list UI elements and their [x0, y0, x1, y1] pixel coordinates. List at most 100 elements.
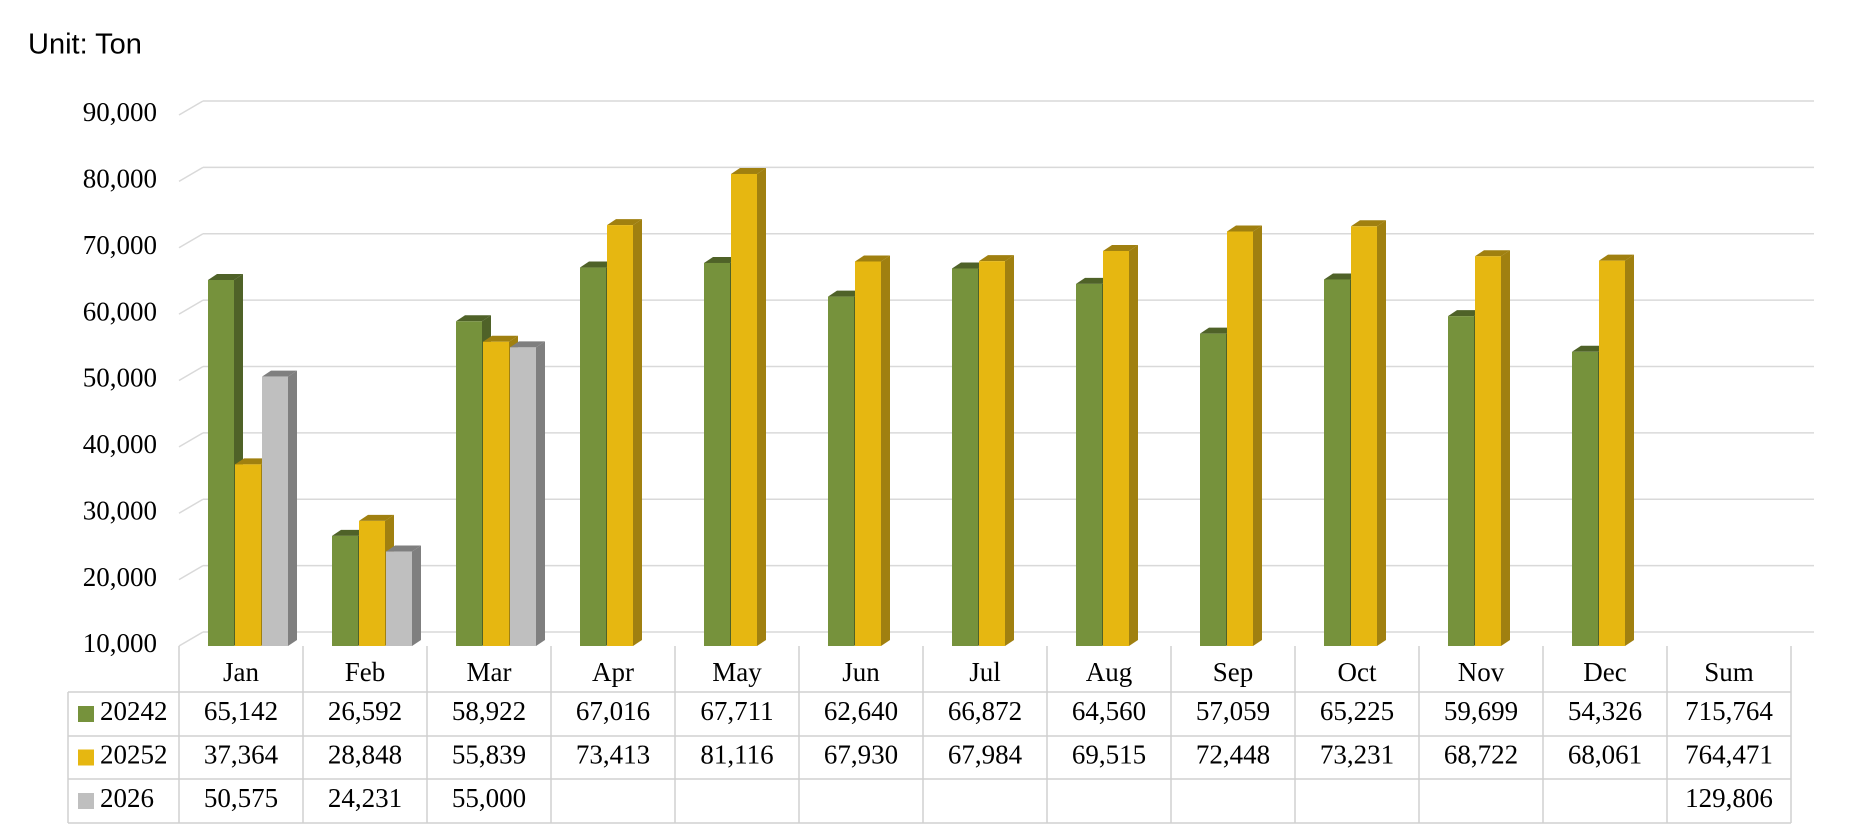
x-tick-label: May [712, 657, 762, 687]
grid-line-depth [178, 233, 204, 249]
table-cell: 37,364 [204, 740, 279, 770]
bar [262, 376, 288, 646]
table-cell: 69,515 [1072, 740, 1146, 770]
bar-top [332, 529, 367, 536]
table-cell: 64,560 [1072, 696, 1146, 726]
table-cell: 67,711 [700, 696, 773, 726]
table-cell: 28,848 [328, 740, 402, 770]
bar-top [979, 255, 1014, 262]
grid-line-depth [178, 100, 204, 116]
table-cell: 65,225 [1320, 696, 1394, 726]
bar [1324, 279, 1350, 646]
bar-top [1103, 244, 1138, 251]
bar-side [536, 341, 545, 646]
bar-side [412, 545, 421, 646]
table-cell: 55,000 [452, 783, 526, 813]
bar-side [1253, 225, 1262, 646]
bar-top [208, 273, 243, 280]
bar-top [262, 370, 297, 377]
bar-side [1129, 244, 1138, 647]
table-cell: 65,142 [204, 696, 278, 726]
legend-label: 2026 [100, 783, 154, 813]
bar-side [881, 255, 890, 646]
x-tick-label: Oct [1338, 657, 1377, 687]
bar-top [1475, 250, 1510, 257]
legend-label: 20242 [100, 696, 168, 726]
table-cell: 57,059 [1196, 696, 1270, 726]
bar [580, 267, 606, 646]
bar-top [1572, 345, 1607, 352]
x-tick-label: Feb [345, 657, 386, 687]
bar [1351, 226, 1377, 646]
x-tick-label: Aug [1086, 657, 1133, 687]
table-cell: 54,326 [1568, 696, 1642, 726]
bar-top [580, 261, 615, 268]
bar [1200, 333, 1226, 646]
bar-side [1501, 250, 1510, 646]
bar [1572, 351, 1598, 646]
bar [855, 261, 881, 646]
bar-side [757, 167, 766, 647]
y-tick-label: 20,000 [83, 562, 157, 592]
table-cell: 66,872 [948, 696, 1022, 726]
table-cell: 67,930 [824, 740, 898, 770]
y-tick-label: 50,000 [83, 363, 157, 393]
bar [332, 535, 358, 646]
bar-top [1200, 327, 1235, 334]
bar-side [1625, 254, 1634, 646]
legend-swatch [78, 706, 94, 722]
y-tick-label: 60,000 [83, 296, 157, 326]
bar-top [359, 514, 394, 521]
table-cell: 68,061 [1568, 740, 1642, 770]
table-cell: 73,413 [576, 740, 650, 770]
table-cell: 67,984 [948, 740, 1023, 770]
bar [952, 268, 978, 646]
bar [1103, 250, 1129, 647]
bar [483, 341, 509, 646]
bar-top [456, 315, 491, 322]
bar-top [510, 341, 545, 348]
bar [1448, 316, 1474, 646]
bar-top [483, 335, 518, 342]
legend-swatch [78, 749, 94, 766]
table-cell: 58,922 [452, 696, 526, 726]
table-cell: 24,231 [328, 783, 402, 813]
bar-side [1005, 255, 1014, 646]
bar-side [633, 219, 642, 647]
bar-top [386, 545, 421, 552]
table-cell: 55,839 [452, 740, 526, 770]
grid-line-depth [178, 432, 204, 448]
bar [704, 262, 730, 646]
bar [979, 261, 1005, 646]
bar-top [731, 167, 766, 174]
bar [1076, 283, 1102, 646]
bar [359, 520, 385, 646]
table-cell: 715,764 [1685, 696, 1773, 726]
x-tick-label: Jun [842, 657, 880, 687]
bar-top [1351, 220, 1386, 227]
bar [386, 551, 412, 646]
grid-line-depth [178, 631, 204, 647]
table-cell: 81,116 [700, 740, 773, 770]
bar-top [704, 256, 739, 263]
grid-line-depth [178, 365, 204, 382]
y-tick-label: 10,000 [83, 628, 157, 658]
table-cell: 67,016 [576, 696, 650, 726]
bar [1599, 260, 1625, 646]
table-cell: 68,722 [1444, 740, 1518, 770]
bar-top [607, 219, 642, 226]
bar-top [1076, 277, 1111, 284]
bar [510, 347, 536, 646]
bar [607, 225, 633, 647]
table-cell: 764,471 [1685, 740, 1773, 770]
x-tick-label: Jul [969, 657, 1001, 687]
x-tick-label: Apr [592, 657, 634, 687]
x-tick-label: Mar [467, 657, 512, 687]
table-cell: 26,592 [328, 696, 402, 726]
bar-top [952, 262, 987, 269]
table-cell: 50,575 [204, 783, 278, 813]
bar-top [235, 458, 270, 465]
bar [456, 321, 482, 646]
